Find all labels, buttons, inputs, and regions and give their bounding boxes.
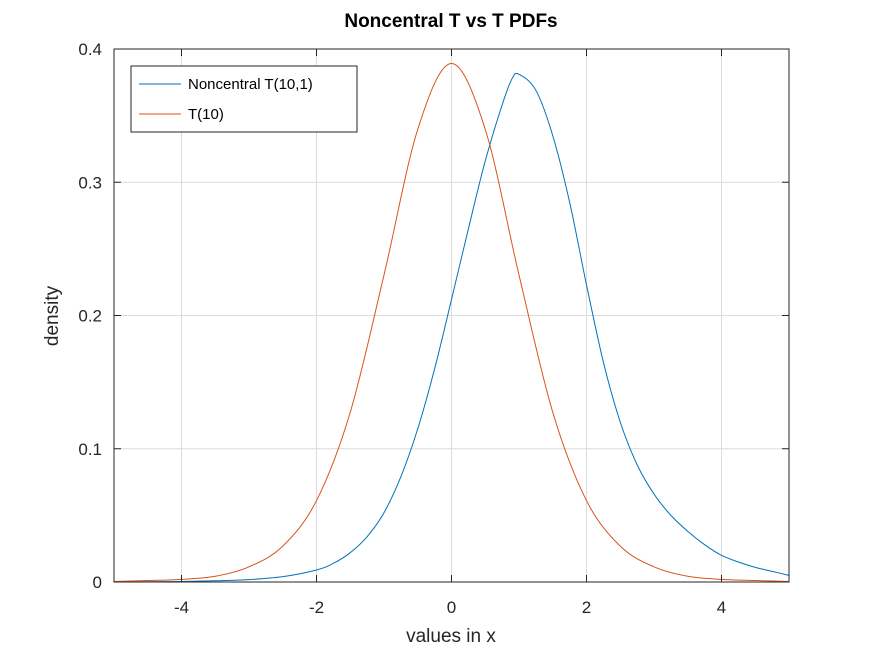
- y-tick-label: 0: [93, 573, 102, 592]
- y-axis-title: density: [42, 285, 63, 346]
- chart-title: Noncentral T vs T PDFs: [344, 11, 557, 32]
- x-tick-label: 4: [717, 598, 726, 617]
- legend: Noncentral T(10,1) T(10): [130, 65, 358, 133]
- series-line-t: [113, 63, 790, 582]
- legend-label-noncentral-t: Noncentral T(10,1): [188, 76, 313, 93]
- axis-ticks: -4 -2 0 2 4 0 0.1 0.2 0.3 0.4: [78, 40, 789, 617]
- legend-box: [130, 65, 358, 133]
- y-tick-label: 0.3: [78, 173, 102, 192]
- x-tick-label: -4: [174, 598, 189, 617]
- series-line-noncentral-t: [113, 72, 790, 583]
- y-tick-label: 0.1: [78, 440, 102, 459]
- x-tick-label: 2: [582, 598, 591, 617]
- legend-label-t: T(10): [188, 106, 224, 123]
- x-tick-label: -2: [309, 598, 324, 617]
- x-axis-title: values in x: [406, 626, 496, 647]
- x-tick-label: 0: [447, 598, 456, 617]
- grid-lines: [114, 49, 789, 582]
- y-tick-label: 0.4: [78, 40, 102, 59]
- y-tick-label: 0.2: [78, 307, 102, 326]
- series-lines: [113, 63, 790, 583]
